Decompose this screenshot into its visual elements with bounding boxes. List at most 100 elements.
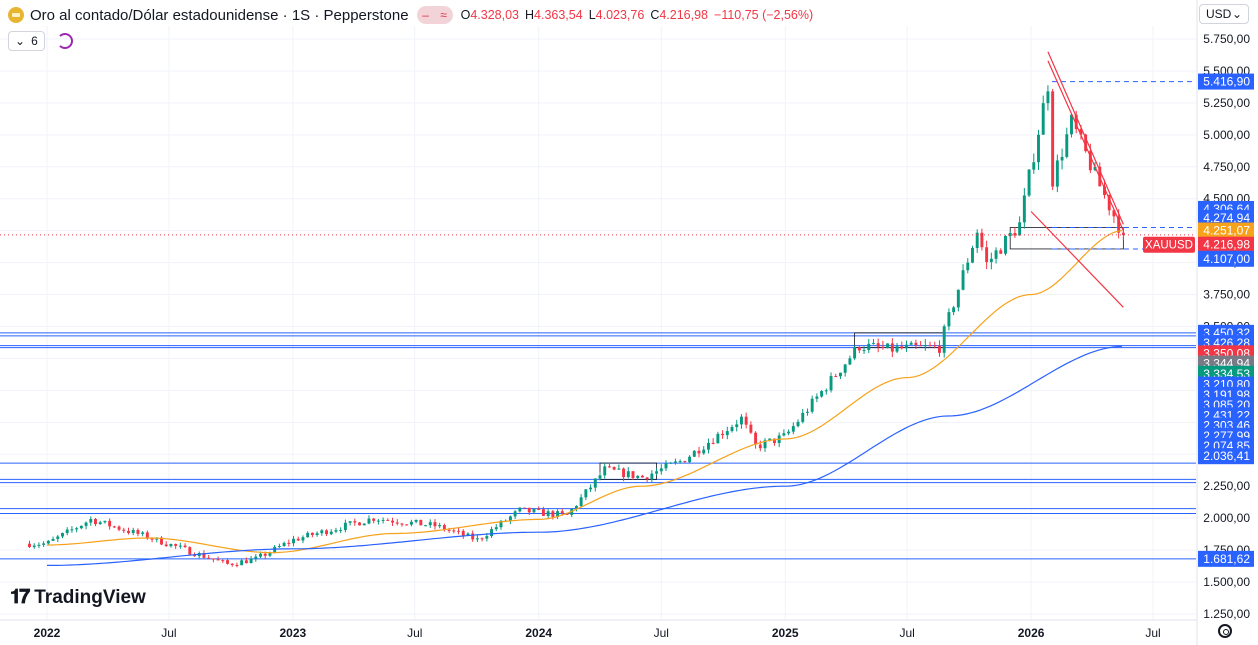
candle-body bbox=[1004, 236, 1007, 254]
candle-body bbox=[900, 346, 904, 349]
candle-body bbox=[122, 529, 126, 531]
indicator-row: ⌄ 6 bbox=[8, 31, 73, 51]
candle-body bbox=[541, 509, 545, 516]
candle-body bbox=[320, 530, 324, 534]
candle-body bbox=[952, 307, 956, 313]
candle-body bbox=[650, 473, 654, 480]
candle-body bbox=[862, 350, 866, 352]
candle-body bbox=[240, 560, 244, 566]
candle-body bbox=[626, 471, 630, 478]
candle-body bbox=[277, 546, 281, 548]
candle-body bbox=[362, 523, 366, 526]
candle-body bbox=[895, 346, 899, 352]
candle-body bbox=[46, 540, 50, 544]
candle-body bbox=[636, 475, 640, 478]
candle-body bbox=[457, 530, 461, 532]
candle-body bbox=[754, 432, 758, 445]
candle-body bbox=[37, 544, 41, 546]
sync-icon[interactable] bbox=[56, 33, 73, 49]
candle-body bbox=[909, 342, 913, 345]
candle-body bbox=[584, 489, 588, 498]
candle-body bbox=[928, 345, 932, 347]
candle-body bbox=[325, 530, 328, 535]
candle-body bbox=[961, 270, 965, 290]
candle-body bbox=[178, 545, 182, 547]
price-label-box bbox=[1198, 209, 1254, 226]
candle-body bbox=[310, 532, 314, 536]
price-label-box bbox=[1198, 448, 1254, 465]
indicator-count: 6 bbox=[31, 34, 38, 48]
candle-body bbox=[395, 522, 399, 524]
candle-body bbox=[768, 438, 772, 441]
price-label: 4.107,00 bbox=[1203, 252, 1250, 266]
candle-body bbox=[112, 526, 116, 528]
chart-style-toggle[interactable]: – ≈ bbox=[416, 6, 453, 24]
candle-body bbox=[461, 530, 465, 536]
y-tick-label: 5.250,00 bbox=[1203, 96, 1250, 110]
price-label: 1.681,62 bbox=[1203, 552, 1250, 566]
y-tick-label: 3.750,00 bbox=[1203, 288, 1250, 302]
candle-body bbox=[697, 450, 701, 454]
candle-body bbox=[839, 372, 842, 377]
candle-body bbox=[358, 522, 361, 526]
candle-body bbox=[348, 521, 352, 523]
symbol-title[interactable]: Oro al contado/Dólar estadounidense · 1S… bbox=[30, 6, 409, 24]
candle-body bbox=[244, 560, 248, 564]
candle-body bbox=[537, 509, 541, 511]
candle-body bbox=[867, 343, 871, 351]
candle-body bbox=[556, 511, 560, 517]
candle-body bbox=[28, 543, 31, 548]
candle-body bbox=[593, 478, 597, 488]
candle-body bbox=[730, 427, 734, 432]
candle-body bbox=[42, 543, 46, 545]
settings-icon[interactable] bbox=[1218, 624, 1232, 638]
candle-body bbox=[409, 521, 413, 525]
candle-body bbox=[876, 343, 880, 347]
tradingview-logo[interactable]: 𝟏𝟕 TradingView bbox=[10, 586, 146, 609]
x-tick-label: 2023 bbox=[280, 626, 307, 640]
candle-body bbox=[1079, 129, 1083, 135]
candle-body bbox=[32, 545, 36, 548]
minus-icon: – bbox=[422, 8, 429, 22]
candle-body bbox=[343, 522, 347, 531]
candle-body bbox=[259, 553, 262, 557]
candle-body bbox=[805, 411, 809, 413]
currency-select[interactable]: USD ⌄ bbox=[1199, 4, 1249, 24]
x-tick-label: Jul bbox=[161, 626, 176, 640]
candle-body bbox=[787, 431, 791, 434]
candle-body bbox=[655, 471, 659, 474]
candle-body bbox=[848, 358, 852, 365]
price-label-box bbox=[1198, 236, 1254, 253]
candle-body bbox=[673, 461, 677, 463]
candle-body bbox=[494, 527, 498, 530]
candle-body bbox=[989, 258, 993, 263]
candle-body bbox=[249, 558, 253, 564]
price-label: 4.251,07 bbox=[1203, 224, 1250, 238]
candle-body bbox=[292, 538, 295, 544]
candle-body bbox=[188, 547, 192, 555]
candle-body bbox=[381, 519, 385, 521]
candle-body bbox=[815, 396, 819, 399]
y-tick-label: 4.750,00 bbox=[1203, 160, 1250, 174]
candle-body bbox=[254, 556, 258, 559]
candle-body bbox=[763, 440, 767, 449]
candle-body bbox=[829, 376, 833, 391]
candle-body bbox=[886, 343, 890, 348]
candle-body bbox=[820, 391, 824, 397]
candle-body bbox=[386, 519, 390, 521]
trendline bbox=[1030, 211, 1124, 308]
candle-body bbox=[221, 560, 225, 562]
candle-body bbox=[942, 326, 946, 353]
candle-body bbox=[1074, 114, 1078, 130]
candle-body bbox=[532, 509, 536, 513]
x-tick-label: Jul bbox=[407, 626, 422, 640]
candle-body bbox=[490, 529, 494, 537]
y-tick-label: 2.250,00 bbox=[1203, 479, 1250, 493]
candle-body bbox=[749, 424, 753, 433]
candle-body bbox=[824, 390, 828, 392]
candle-body bbox=[617, 468, 621, 470]
candle-body bbox=[433, 522, 437, 527]
candle-body bbox=[117, 526, 121, 530]
indicators-toggle-button[interactable]: ⌄ 6 bbox=[8, 31, 45, 51]
